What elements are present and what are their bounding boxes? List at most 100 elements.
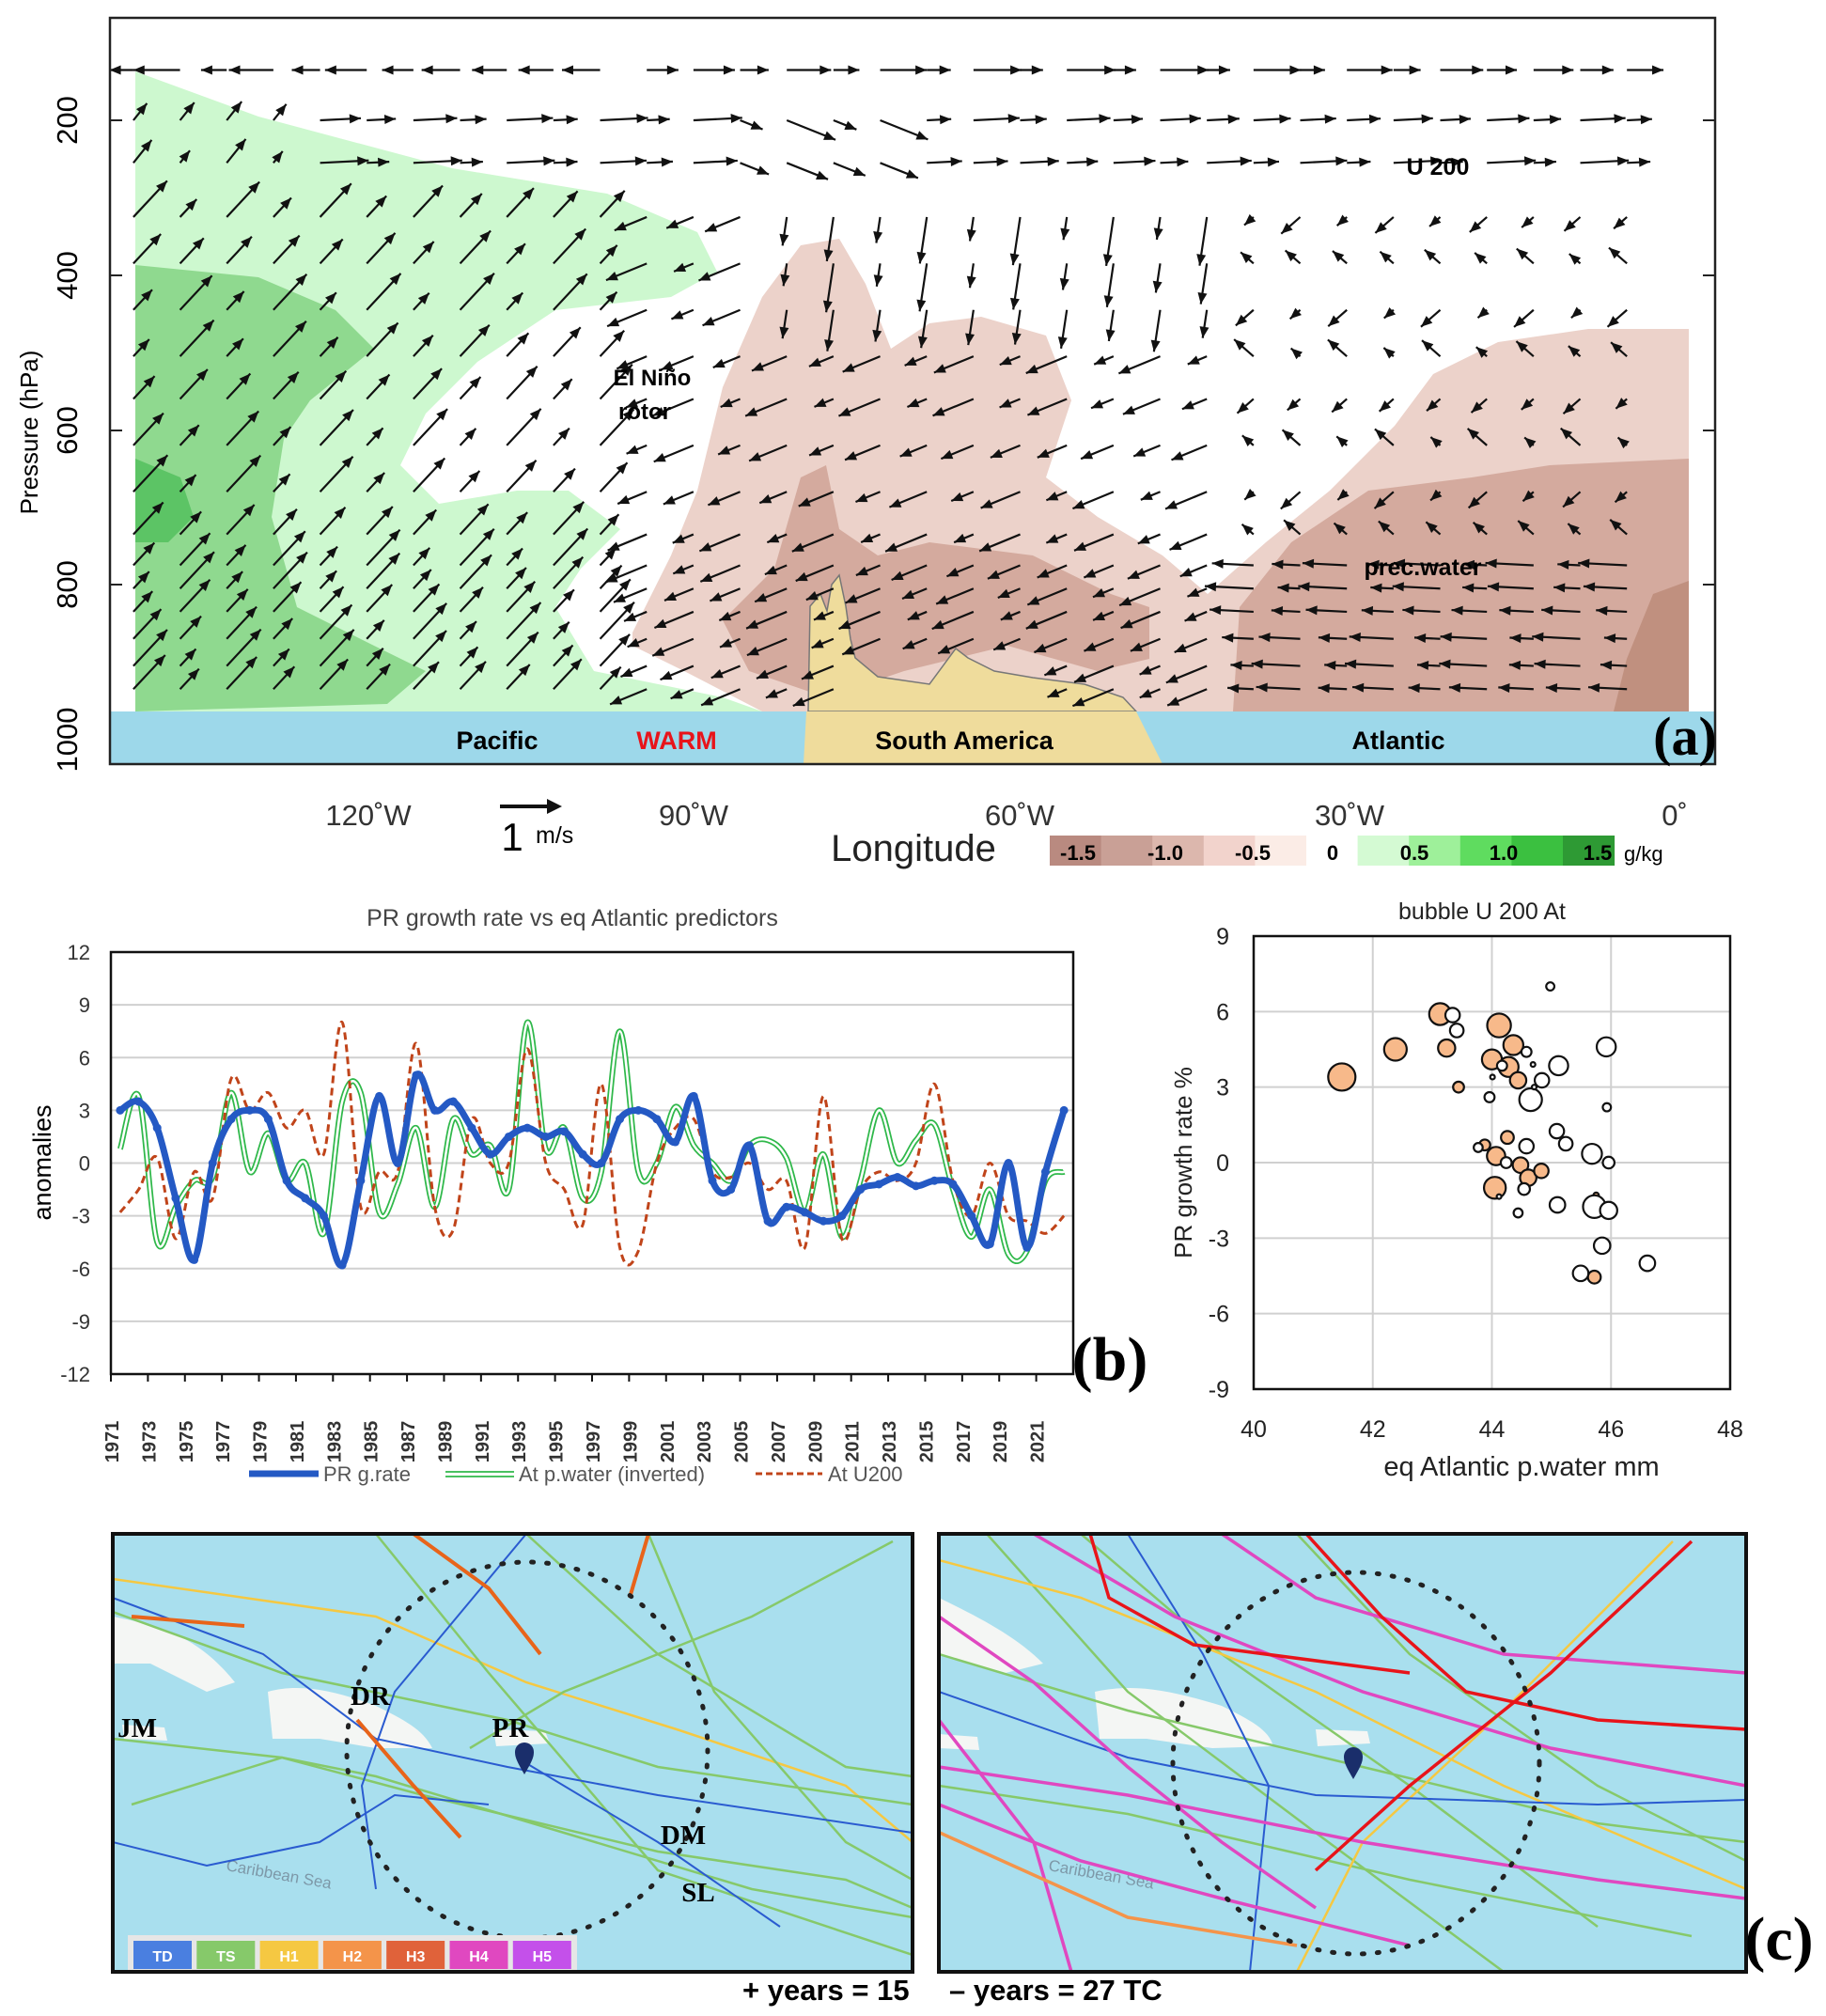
wind-arrow-icon — [1197, 263, 1209, 305]
colorbar-swatch — [1100, 836, 1153, 866]
wind-arrow-icon — [179, 648, 197, 667]
wind-arrow-icon — [1243, 213, 1256, 227]
wind-arrow-icon — [745, 610, 788, 630]
wind-arrow-icon — [620, 664, 648, 679]
wind-arrow-icon — [226, 138, 247, 164]
wind-arrow-icon — [319, 456, 354, 493]
wind-arrow-icon — [1393, 558, 1441, 569]
wind-arrow-icon — [1132, 444, 1161, 458]
data-point — [578, 1149, 587, 1159]
wind-arrow-icon — [1487, 65, 1518, 75]
x-tick-label: 1989 — [435, 1421, 456, 1463]
wind-arrow-icon — [1043, 664, 1068, 677]
wind-arrow-icon — [1080, 444, 1115, 461]
wind-arrow-icon — [553, 326, 582, 357]
wind-arrow-icon — [179, 667, 200, 691]
bubble — [1486, 1012, 1512, 1039]
legend-label: H1 — [279, 1949, 299, 1965]
wind-arrow-icon — [1196, 216, 1209, 266]
wind-arrow-icon — [179, 102, 195, 121]
wind-arrow-icon — [1137, 533, 1161, 545]
bubble — [1599, 1200, 1618, 1221]
wind-arrow-icon — [614, 215, 648, 232]
data-point — [152, 1123, 162, 1133]
colorbar-swatch — [1255, 836, 1307, 866]
wind-arrow-icon — [751, 355, 788, 372]
wind-arrow-icon — [133, 289, 153, 311]
bubble — [1495, 1193, 1503, 1200]
wind-arrow-icon — [226, 544, 247, 567]
wind-arrow-icon — [599, 665, 622, 691]
wind-arrow-icon — [226, 410, 259, 446]
wind-arrow-icon — [366, 584, 394, 613]
wind-arrow-icon — [670, 688, 695, 700]
wind-arrow-icon — [1336, 489, 1350, 501]
wind-arrow-icon — [1253, 65, 1302, 75]
y-tick-label: 6 — [1216, 999, 1229, 1025]
wind-arrow-icon — [179, 149, 191, 164]
wind-arrow-icon — [1280, 216, 1302, 235]
wind-arrow-icon — [758, 491, 788, 505]
wind-arrow-icon — [599, 564, 623, 589]
green-light-region — [135, 71, 762, 711]
y-tick-label: -12 — [60, 1363, 90, 1386]
wind-arrow-icon — [179, 474, 197, 493]
bubble — [1517, 1181, 1532, 1196]
x-tick-label: 1973 — [139, 1421, 160, 1463]
wind-arrow-icon — [651, 637, 695, 657]
colorbar-swatch — [1203, 836, 1256, 866]
wind-arrow-icon — [319, 370, 348, 400]
wind-arrow-icon — [1349, 632, 1394, 642]
wind-arrow-icon — [413, 408, 448, 446]
wind-arrow-icon — [506, 664, 531, 691]
wind-arrow-icon — [808, 355, 835, 367]
data-point — [486, 1149, 495, 1159]
wind-arrow-icon — [698, 262, 741, 282]
wind-arrow-icon — [1283, 519, 1302, 536]
wind-arrow-icon — [1305, 605, 1348, 616]
wind-arrow-icon — [133, 590, 154, 613]
bubble — [1482, 1176, 1507, 1200]
data-point — [912, 1181, 921, 1191]
wind-arrow-icon — [459, 527, 495, 567]
legend-item-h4: H4 — [449, 1941, 508, 1969]
wind-arrow-icon — [1236, 398, 1255, 414]
chart-title: bubble U 200 At — [1398, 899, 1566, 925]
label-pr: PR — [492, 1713, 530, 1743]
wind-arrow-icon — [965, 309, 975, 346]
wind-arrow-icon — [472, 65, 507, 75]
x-tick-label: 1985 — [362, 1421, 382, 1463]
annotation-rotor: rotor — [618, 399, 671, 425]
lon-tick-label: 60˚W — [985, 799, 1055, 832]
wind-arrow-icon — [1057, 309, 1069, 349]
wind-arrow-icon — [1037, 564, 1068, 579]
wind-arrow-icon — [927, 157, 962, 167]
wind-arrow-icon — [226, 454, 262, 493]
wind-arrow-icon — [1067, 114, 1111, 124]
wind-arrow-icon — [917, 309, 929, 349]
wind-arrow-icon — [1181, 398, 1208, 411]
wind-arrow-icon — [273, 103, 288, 121]
wind-arrow-icon — [226, 570, 243, 589]
wind-arrow-icon — [1413, 633, 1441, 643]
wind-arrow-icon — [1587, 682, 1628, 693]
wind-arrow-icon — [1020, 156, 1059, 166]
annotation-prec-water: prec.water — [1364, 555, 1481, 581]
plus-years-label: + years = — [742, 1974, 877, 2007]
wind-arrow-icon — [1567, 523, 1582, 536]
wind-arrow-icon — [607, 533, 648, 552]
wind-arrow-icon — [717, 444, 741, 456]
wind-arrow-icon — [324, 65, 367, 75]
wind-arrow-icon — [902, 637, 928, 650]
wind-arrow-icon — [553, 501, 585, 536]
wind-arrow-icon — [613, 587, 648, 603]
wind-arrow-icon — [1568, 345, 1582, 357]
wind-arrow-icon — [179, 424, 200, 446]
wind-arrow-icon — [1517, 520, 1535, 536]
legend-label: H3 — [406, 1949, 426, 1965]
wind-arrow-icon — [413, 335, 434, 357]
wind-arrow-icon — [226, 628, 262, 667]
wind-arrow-icon — [1045, 533, 1068, 544]
wind-arrow-icon — [1408, 683, 1441, 694]
wind-arrow-icon — [1627, 65, 1664, 75]
